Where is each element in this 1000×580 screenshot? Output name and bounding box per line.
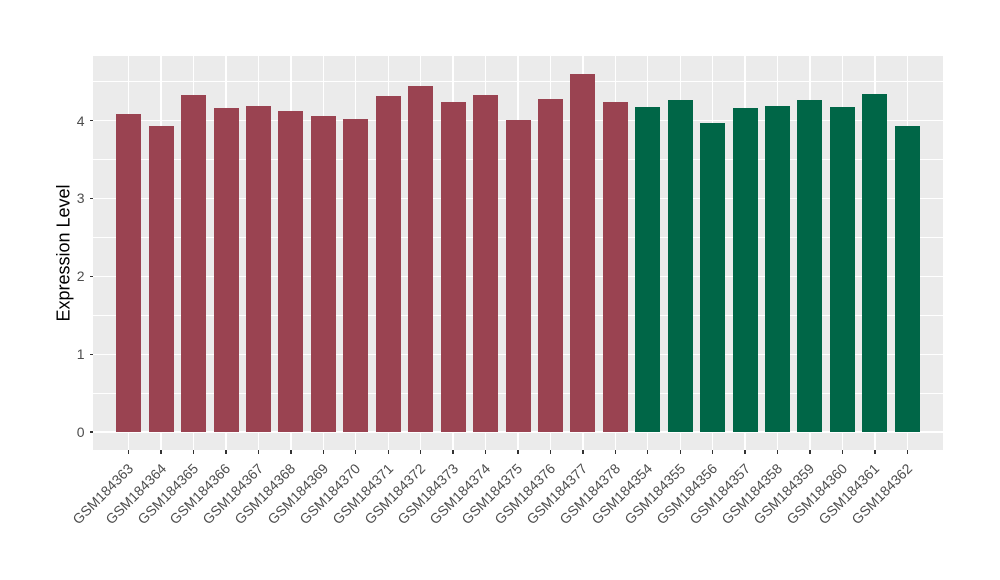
bar-GSM184360 bbox=[829, 107, 855, 433]
bar-GSM184363 bbox=[116, 114, 142, 433]
y-tick-label-2: 2 bbox=[76, 268, 85, 285]
y-tick-label-0: 0 bbox=[76, 424, 85, 441]
x-tick-mark bbox=[419, 450, 422, 454]
y-tick-label-3: 3 bbox=[76, 190, 85, 207]
bar-GSM184371 bbox=[375, 96, 401, 433]
x-tick-mark bbox=[841, 450, 844, 454]
x-tick-mark bbox=[127, 450, 130, 454]
x-tick-mark bbox=[744, 450, 746, 454]
x-tick-mark bbox=[452, 450, 454, 454]
plot-panel bbox=[93, 56, 943, 450]
bar-GSM184356 bbox=[700, 122, 726, 433]
y-tick-mark bbox=[89, 275, 93, 278]
x-tick-mark bbox=[809, 450, 811, 454]
bar-GSM184355 bbox=[667, 99, 693, 433]
bar-GSM184358 bbox=[765, 105, 791, 433]
x-tick-mark bbox=[387, 450, 389, 454]
bar-GSM184370 bbox=[343, 119, 369, 433]
bar-GSM184378 bbox=[602, 101, 628, 433]
bar-GSM184376 bbox=[537, 98, 563, 433]
x-tick-mark bbox=[711, 450, 714, 454]
x-tick-mark bbox=[257, 450, 260, 454]
bar-GSM184377 bbox=[570, 73, 596, 433]
bar-GSM184367 bbox=[245, 105, 271, 433]
x-tick-mark bbox=[614, 450, 617, 454]
y-tick-label-4: 4 bbox=[76, 112, 85, 129]
bar-GSM184368 bbox=[278, 110, 304, 433]
y-tick-mark bbox=[89, 119, 93, 122]
bar-GSM184372 bbox=[408, 85, 434, 433]
bar-GSM184362 bbox=[894, 126, 920, 433]
bar-GSM184365 bbox=[181, 94, 207, 433]
bar-GSM184359 bbox=[797, 99, 823, 433]
x-tick-mark bbox=[517, 450, 519, 454]
bar-GSM184354 bbox=[635, 106, 661, 433]
x-tick-mark bbox=[192, 450, 195, 454]
x-tick-mark bbox=[549, 450, 552, 454]
bar-GSM184357 bbox=[732, 108, 758, 433]
x-tick-mark bbox=[679, 450, 681, 454]
bar-GSM184375 bbox=[505, 119, 531, 433]
x-tick-mark bbox=[484, 450, 487, 454]
x-tick-mark bbox=[647, 450, 649, 454]
x-tick-mark bbox=[322, 450, 325, 454]
bar-GSM184364 bbox=[148, 126, 174, 433]
x-tick-mark bbox=[874, 450, 876, 454]
bar-GSM184373 bbox=[440, 101, 466, 433]
x-tick-mark bbox=[225, 450, 227, 454]
bar-GSM184369 bbox=[310, 115, 336, 433]
y-tick-mark bbox=[89, 431, 93, 433]
x-tick-mark bbox=[160, 450, 162, 454]
bar-GSM184374 bbox=[473, 94, 499, 433]
x-tick-mark bbox=[290, 450, 292, 454]
y-tick-label-1: 1 bbox=[76, 346, 85, 363]
y-tick-mark bbox=[89, 197, 93, 200]
bar-GSM184361 bbox=[862, 94, 888, 433]
y-tick-mark bbox=[89, 353, 93, 355]
x-tick-mark bbox=[776, 450, 779, 454]
x-tick-mark bbox=[355, 450, 357, 454]
x-tick-mark bbox=[906, 450, 908, 454]
x-tick-mark bbox=[582, 450, 584, 454]
bar-GSM184366 bbox=[213, 108, 239, 433]
